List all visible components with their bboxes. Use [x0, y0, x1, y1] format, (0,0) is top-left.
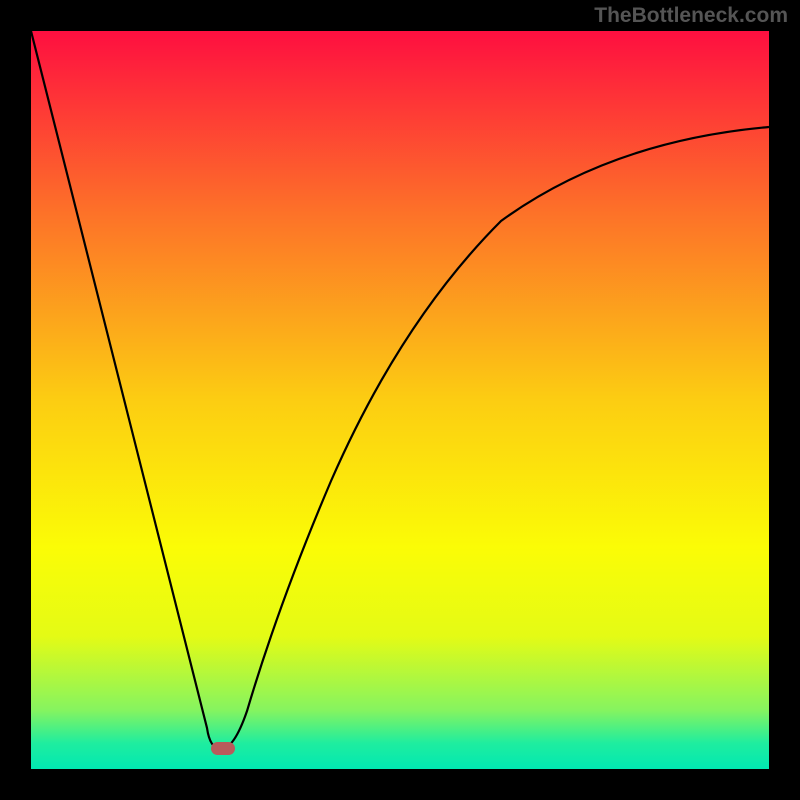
- watermark-text: TheBottleneck.com: [594, 4, 788, 28]
- chart-outer: TheBottleneck.com: [0, 0, 800, 800]
- plot-area: [31, 31, 769, 769]
- optimal-point-marker: [211, 742, 235, 755]
- bottleneck-curve: [31, 31, 769, 769]
